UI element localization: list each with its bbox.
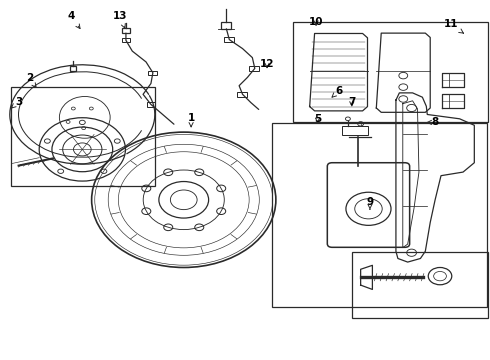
Text: 4: 4: [67, 11, 80, 28]
Text: 7: 7: [348, 96, 356, 107]
Text: 6: 6: [332, 86, 343, 97]
Text: 3: 3: [12, 96, 22, 108]
Text: 2: 2: [26, 73, 36, 87]
Text: 11: 11: [443, 19, 464, 33]
Text: 12: 12: [260, 59, 274, 69]
Text: 8: 8: [427, 117, 439, 127]
Text: 10: 10: [309, 17, 323, 27]
Bar: [122, 28, 130, 33]
Bar: [147, 102, 155, 107]
Bar: [148, 71, 157, 75]
Bar: [237, 92, 247, 97]
Text: 5: 5: [314, 114, 321, 124]
Bar: [352, 252, 488, 318]
Bar: [11, 87, 155, 186]
Text: 13: 13: [113, 11, 127, 28]
Bar: [293, 22, 488, 122]
Text: 9: 9: [367, 197, 373, 210]
Bar: [70, 66, 76, 71]
Text: 1: 1: [188, 113, 195, 127]
Bar: [272, 123, 487, 307]
Bar: [249, 66, 259, 71]
Bar: [122, 38, 130, 42]
Bar: [221, 22, 231, 29]
Bar: [224, 37, 234, 42]
Bar: [342, 126, 368, 135]
